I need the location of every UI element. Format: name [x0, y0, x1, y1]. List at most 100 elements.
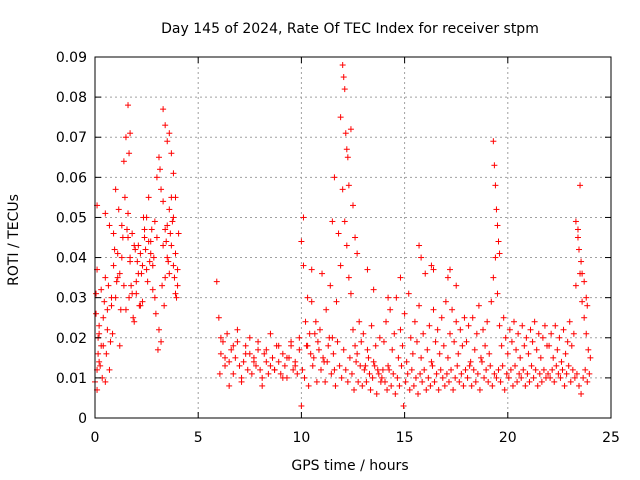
data-point — [585, 346, 592, 353]
data-point — [517, 354, 524, 361]
data-point — [366, 370, 373, 377]
data-point — [133, 278, 140, 285]
data-point — [312, 318, 319, 325]
data-point — [415, 390, 422, 397]
data-point — [576, 246, 583, 253]
data-point — [147, 250, 154, 257]
data-point — [417, 370, 424, 377]
data-point — [534, 382, 541, 389]
data-point — [102, 378, 109, 385]
data-point — [275, 342, 282, 349]
data-point — [96, 358, 103, 365]
data-point — [135, 242, 142, 249]
data-point — [310, 354, 317, 361]
data-point — [487, 362, 494, 369]
data-point — [444, 354, 451, 361]
data-point — [470, 366, 477, 373]
data-point — [583, 330, 590, 337]
data-point — [498, 342, 505, 349]
data-point — [336, 362, 343, 369]
data-point — [300, 214, 307, 221]
data-point — [444, 274, 451, 281]
data-point — [553, 362, 560, 369]
data-point — [436, 350, 443, 357]
data-point — [354, 350, 361, 357]
data-point — [110, 262, 117, 269]
data-point — [338, 374, 345, 381]
data-point — [578, 258, 585, 265]
data-point — [392, 390, 399, 397]
data-points — [92, 62, 594, 409]
data-point — [162, 274, 169, 281]
data-point — [488, 298, 495, 305]
data-point — [481, 374, 488, 381]
data-point — [390, 370, 397, 377]
data-point — [148, 226, 155, 233]
data-point — [409, 350, 416, 357]
data-point — [219, 338, 226, 345]
y-axis-label: ROTI / TECUs — [6, 194, 22, 286]
data-point — [351, 386, 358, 393]
data-point — [109, 330, 116, 337]
data-point — [583, 294, 590, 301]
data-point — [495, 366, 502, 373]
data-point — [467, 358, 474, 365]
data-point — [452, 374, 459, 381]
data-point — [130, 314, 137, 321]
data-point — [298, 402, 305, 409]
data-point — [524, 370, 531, 377]
data-point — [501, 386, 508, 393]
data-point — [309, 362, 316, 369]
data-point — [331, 366, 338, 373]
data-point — [314, 338, 321, 345]
data-point — [334, 338, 341, 345]
data-point — [508, 338, 515, 345]
data-point — [526, 378, 533, 385]
data-point — [134, 258, 141, 265]
data-point — [128, 282, 135, 289]
data-point — [151, 218, 158, 225]
x-tick-label: 25 — [602, 430, 620, 446]
data-point — [495, 238, 502, 245]
data-point — [445, 378, 452, 385]
data-point — [490, 138, 497, 145]
data-point — [159, 282, 166, 289]
data-point — [557, 374, 564, 381]
data-point — [510, 318, 517, 325]
data-point — [277, 370, 284, 377]
y-tick-label: 0.03 — [56, 291, 87, 307]
data-point — [447, 266, 454, 273]
data-point — [140, 214, 147, 221]
data-point — [546, 342, 553, 349]
y-tick-label: 0.04 — [56, 251, 87, 267]
data-point — [576, 382, 583, 389]
data-point — [139, 262, 146, 269]
data-point — [533, 346, 540, 353]
data-point — [240, 358, 247, 365]
data-point — [132, 246, 139, 253]
data-point — [528, 362, 535, 369]
data-point — [300, 262, 307, 269]
data-point — [298, 238, 305, 245]
data-point — [357, 362, 364, 369]
data-point — [166, 206, 173, 213]
chart-title: Day 145 of 2024, Rate Of TEC Index for r… — [161, 21, 539, 37]
data-point — [172, 290, 179, 297]
data-point — [404, 370, 411, 377]
data-point — [431, 378, 438, 385]
data-point — [162, 122, 169, 129]
data-point — [420, 330, 427, 337]
data-point — [571, 374, 578, 381]
data-point — [355, 378, 362, 385]
data-point — [530, 374, 537, 381]
data-point — [137, 250, 144, 257]
data-point — [133, 290, 140, 297]
data-point — [381, 378, 388, 385]
data-point — [345, 274, 352, 281]
data-point — [263, 346, 270, 353]
data-point — [122, 134, 129, 141]
data-point — [527, 326, 534, 333]
data-point — [364, 266, 371, 273]
data-point — [362, 362, 369, 369]
data-point — [484, 318, 491, 325]
